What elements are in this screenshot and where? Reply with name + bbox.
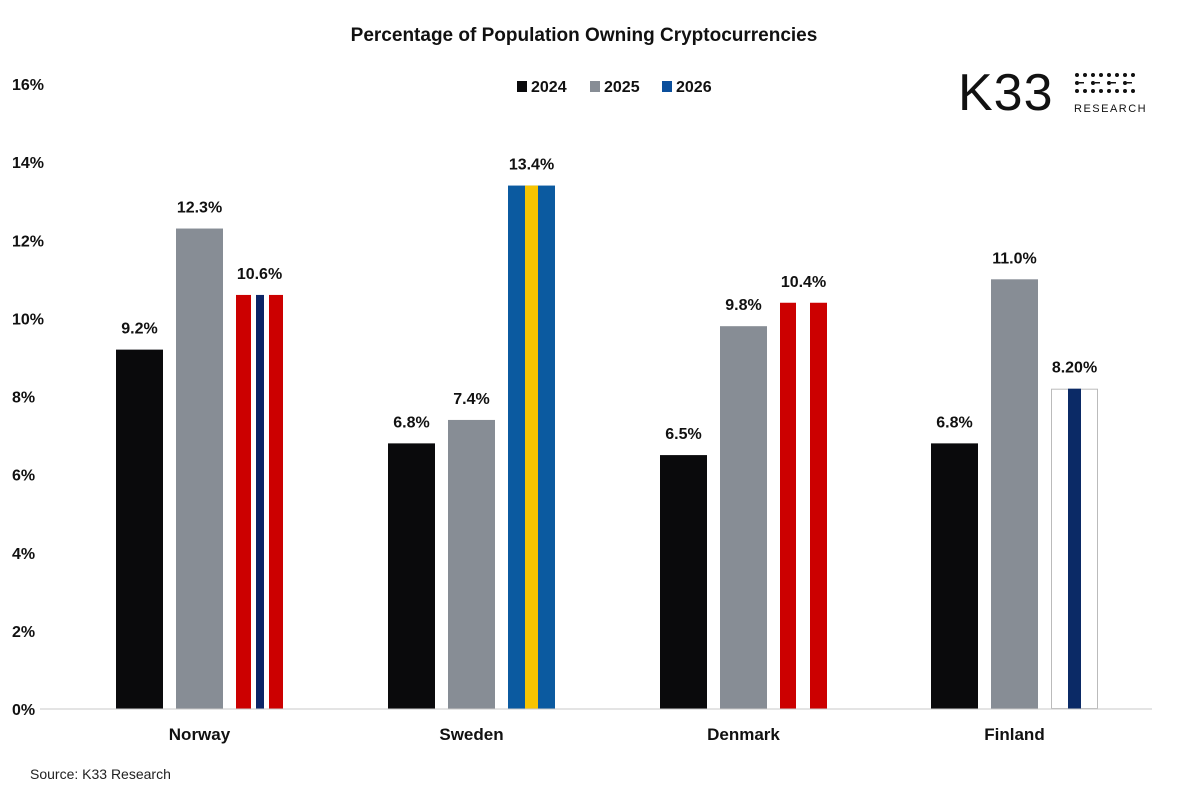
logo-dot <box>1115 89 1119 93</box>
logo-dot <box>1123 81 1127 85</box>
bar-fill <box>660 455 707 709</box>
y-tick-label: 0% <box>12 702 35 719</box>
data-label: 6.8% <box>393 414 429 431</box>
logo-dot <box>1075 81 1079 85</box>
logo-dot <box>1131 89 1135 93</box>
data-label: 11.0% <box>992 250 1036 267</box>
legend-entry-2026: 2026 <box>662 79 712 96</box>
data-label: 8.20% <box>1052 360 1097 377</box>
data-label: 10.4% <box>781 274 826 291</box>
y-tick-label: 6% <box>12 468 35 485</box>
bar-fill <box>720 326 767 709</box>
bar-norway-2024 <box>116 349 163 709</box>
bar-fill <box>388 443 435 709</box>
logo-wordmark: K33 <box>958 64 1054 122</box>
data-label: 6.8% <box>936 414 972 431</box>
flag-red-stripe <box>236 294 251 709</box>
bar-fill <box>448 419 495 709</box>
legend-swatch <box>517 81 527 92</box>
legend-entry-2024: 2024 <box>517 79 567 96</box>
bar-denmark-2024 <box>660 455 707 709</box>
bar-fill <box>931 443 978 709</box>
data-label: 9.8% <box>725 297 761 314</box>
logo-subtitle: RESEARCH <box>1074 103 1147 115</box>
x-tick-label: Denmark <box>707 725 780 744</box>
x-tick-label: Finland <box>984 725 1044 744</box>
flag-red-stripe <box>780 302 796 709</box>
legend-label: 2026 <box>676 79 712 96</box>
bar-denmark-2026 <box>780 302 827 709</box>
logo-dash <box>1079 82 1084 84</box>
logo-dot <box>1075 73 1079 77</box>
logo-dot <box>1091 89 1095 93</box>
x-tick-label: Norway <box>169 725 231 744</box>
legend-swatch <box>590 81 600 92</box>
logo-dash <box>1095 82 1100 84</box>
logo-dot <box>1107 73 1111 77</box>
y-axis: 0% 2% 4% 6% 8% 10% 12% 14% 16% <box>12 77 44 719</box>
flag-yellow-stripe <box>525 185 538 709</box>
logo-dot <box>1131 73 1135 77</box>
logo-dot <box>1099 89 1103 93</box>
y-tick-label: 4% <box>12 546 35 563</box>
logo-dot <box>1115 73 1119 77</box>
logo-dot <box>1123 73 1127 77</box>
y-tick-label: 16% <box>12 77 44 94</box>
logo-dot <box>1107 81 1111 85</box>
source-note: Source: K33 Research <box>30 766 171 782</box>
logo-dot <box>1107 89 1111 93</box>
bar-norway-2026 <box>236 294 283 709</box>
y-tick-label: 14% <box>12 155 44 172</box>
bars <box>116 185 1098 709</box>
bar-finland-2026 <box>1051 388 1098 709</box>
data-label: 7.4% <box>453 391 489 408</box>
chart-title: Percentage of Population Owning Cryptocu… <box>351 25 818 46</box>
logo-dot <box>1083 73 1087 77</box>
logo-dash <box>1111 82 1116 84</box>
x-tick-label: Sweden <box>439 725 503 744</box>
legend-swatch <box>662 81 672 92</box>
flag-blue-stripe <box>1068 388 1081 709</box>
legend-label: 2025 <box>604 79 640 96</box>
bar-finland-2024 <box>931 443 978 709</box>
bar-denmark-2025 <box>720 326 767 709</box>
data-label: 9.2% <box>121 321 157 338</box>
y-tick-label: 8% <box>12 390 35 407</box>
logo-dot <box>1091 73 1095 77</box>
logo-dot <box>1083 89 1087 93</box>
data-label: 10.6% <box>237 266 282 283</box>
x-axis: Norway Sweden Denmark Finland <box>169 725 1045 744</box>
logo-dot <box>1099 73 1103 77</box>
logo-dash <box>1127 82 1132 84</box>
bar-fill <box>116 349 163 709</box>
logo-dot-pattern-icon <box>1075 73 1135 93</box>
bar-norway-2025 <box>176 228 223 709</box>
legend-entry-2025: 2025 <box>590 79 640 96</box>
data-label: 13.4% <box>509 157 554 174</box>
y-tick-label: 10% <box>12 311 44 328</box>
bar-sweden-2025 <box>448 419 495 709</box>
data-label: 6.5% <box>665 426 701 443</box>
logo-dot <box>1091 81 1095 85</box>
data-labels: 9.2% 12.3% 10.6% 6.8% 7.4% 13.4% 6.5% 9.8% 10.4%… <box>121 157 1097 444</box>
y-tick-label: 2% <box>12 624 35 641</box>
logo-dot <box>1075 89 1079 93</box>
y-tick-label: 12% <box>12 233 44 250</box>
bar-fill <box>176 228 223 709</box>
logo-dot <box>1123 89 1127 93</box>
flag-red-stripe <box>269 294 283 709</box>
k33-research-logo: K33 RESEARCH <box>958 64 1147 122</box>
legend-label: 2024 <box>531 79 567 96</box>
bar-finland-2025 <box>991 279 1038 709</box>
data-label: 12.3% <box>177 200 222 217</box>
flag-red-stripe <box>810 302 827 709</box>
bar-fill <box>991 279 1038 709</box>
legend: 2024 2025 2026 <box>517 79 712 96</box>
bar-sweden-2026 <box>508 185 555 709</box>
flag-blue-stripe <box>256 294 264 709</box>
bar-sweden-2024 <box>388 443 435 709</box>
